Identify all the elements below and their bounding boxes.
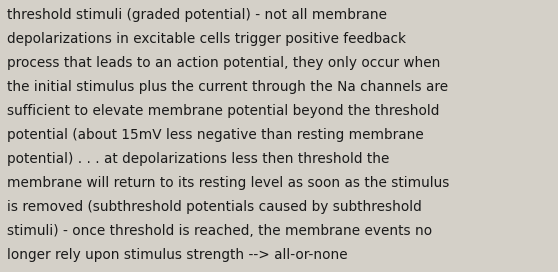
Text: membrane will return to its resting level as soon as the stimulus: membrane will return to its resting leve…	[7, 176, 449, 190]
Text: process that leads to an action potential, they only occur when: process that leads to an action potentia…	[7, 56, 440, 70]
Text: longer rely upon stimulus strength --> all-or-none: longer rely upon stimulus strength --> a…	[7, 248, 347, 261]
Text: is removed (subthreshold potentials caused by subthreshold: is removed (subthreshold potentials caus…	[7, 200, 421, 214]
Text: potential (about 15mV less negative than resting membrane: potential (about 15mV less negative than…	[7, 128, 424, 142]
Text: threshold stimuli (graded potential) - not all membrane: threshold stimuli (graded potential) - n…	[7, 8, 387, 22]
Text: the initial stimulus plus the current through the Na channels are: the initial stimulus plus the current th…	[7, 80, 448, 94]
Text: stimuli) - once threshold is reached, the membrane events no: stimuli) - once threshold is reached, th…	[7, 224, 432, 237]
Text: depolarizations in excitable cells trigger positive feedback: depolarizations in excitable cells trigg…	[7, 32, 406, 46]
Text: potential) . . . at depolarizations less then threshold the: potential) . . . at depolarizations less…	[7, 152, 389, 166]
Text: sufficient to elevate membrane potential beyond the threshold: sufficient to elevate membrane potential…	[7, 104, 439, 118]
